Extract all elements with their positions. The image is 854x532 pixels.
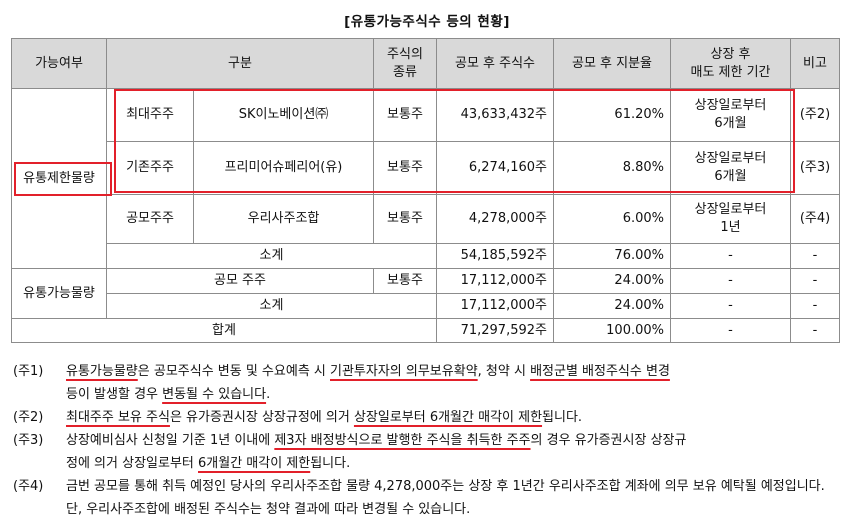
row-holder: 공모 주주 <box>106 268 374 294</box>
row-shares: 6,274,160주 <box>436 141 554 195</box>
row-shares: 43,633,432주 <box>436 88 554 142</box>
table-row: 기존주주 프리미어슈페리어(유) 보통주 6,274,160주 8.80% 상장… <box>12 141 840 195</box>
underlined-text: 상장일로부터 6개월간 매각이 제한 <box>353 410 543 425</box>
row-share-type: 보통주 <box>373 194 437 244</box>
row-ratio: 8.80% <box>553 141 671 195</box>
table-row: 유통가능물량 공모 주주 보통주 17,112,000주 24.00% - - <box>11 268 840 319</box>
subtotal-ratio: 24.00% <box>553 293 671 319</box>
note-text: 정에 의거 상장일로부터 <box>66 456 198 471</box>
note-text: 등이 발생할 경우 <box>66 387 163 402</box>
row-ratio: 61.20% <box>553 88 671 142</box>
header-category: 구분 <box>106 38 374 89</box>
row-category: 최대주주 <box>106 88 194 142</box>
footnote-1: (주1) 유통가능물량은 공모주식수 변동 및 수요예측 시 기관투자자의 의무… <box>13 360 843 406</box>
row-note: (주4) <box>790 194 840 244</box>
underlined-text: 제3자 배정방식으로 발행한 주식을 취득한 주주 <box>274 433 531 448</box>
underlined-text: 유통가능물량 <box>66 364 138 379</box>
note-text: 의 경우 유가증권시장 상장규 <box>530 433 687 448</box>
row-shares: 17,112,000주 <box>436 268 554 294</box>
row-holder: SK이노베이션㈜ <box>193 88 374 142</box>
underlined-text: 6개월간 매각이 제한 <box>198 456 311 471</box>
row-period: 상장일로부터 6개월 <box>670 141 791 195</box>
total-note: - <box>790 318 840 343</box>
note-text: . <box>266 387 271 402</box>
header-shares-after: 공모 후 주식수 <box>436 38 554 89</box>
subtotal-ratio: 76.00% <box>553 243 671 269</box>
row-ratio: 6.00% <box>553 194 671 244</box>
note-text: 은 유가증권시장 상장규정에 의거 <box>169 410 354 425</box>
underlined-text: 기관투자자의 의무보유확약 <box>330 364 478 379</box>
total-shares: 71,297,592주 <box>436 318 554 343</box>
row-holder: 우리사주조합 <box>193 194 374 244</box>
row-category: 공모주주 <box>106 194 194 244</box>
table-row: 공모주주 우리사주조합 보통주 4,278,000주 6.00% 상장일로부터 … <box>12 194 840 244</box>
subtotal-note: - <box>790 243 840 269</box>
note-text: 됩니다. <box>310 456 351 471</box>
subtotal-period: - <box>670 293 791 319</box>
row-share-type: 보통주 <box>373 141 437 195</box>
row-period: - <box>670 268 791 294</box>
row-share-type: 보통주 <box>373 88 437 142</box>
row-shares: 4,278,000주 <box>436 194 554 244</box>
table-row: 소계 17,112,000주 24.00% - - <box>12 293 840 319</box>
subtotal-label: 소계 <box>106 293 437 319</box>
row-note: (주3) <box>790 141 840 195</box>
row-share-type: 보통주 <box>373 268 437 294</box>
row-note: - <box>790 268 840 294</box>
subtotal-shares: 54,185,592주 <box>436 243 554 269</box>
total-label: 합계 <box>11 318 437 343</box>
table-row: 소계 54,185,592주 76.00% - - <box>12 243 840 269</box>
footnote-4: (주4) 금번 공모를 통해 취득 예정인 당사의 우리사주조합 물량 4,27… <box>13 475 843 521</box>
tradable-label: 유통가능물량 <box>11 268 107 319</box>
table-row: 합계 71,297,592주 100.00% - - <box>11 318 840 343</box>
header-availability: 가능여부 <box>11 38 107 89</box>
underlined-text: 변동될 수 있습니다 <box>162 387 267 402</box>
note-text: 금번 공모를 통해 취득 예정인 당사의 우리사주조합 물량 4,278,000… <box>66 479 825 517</box>
total-ratio: 100.00% <box>553 318 671 343</box>
header-share-type: 주식의 종류 <box>373 38 437 89</box>
footnote-label: (주2) <box>13 410 44 425</box>
note-text: , 청약 시 <box>477 364 531 379</box>
total-period: - <box>670 318 791 343</box>
footnote-label: (주4) <box>13 479 44 494</box>
header-remarks: 비고 <box>790 38 840 89</box>
footnotes: (주1) 유통가능물량은 공모주식수 변동 및 수요예측 시 기관투자자의 의무… <box>13 360 843 521</box>
underlined-text: 배정군별 배정주식수 변경 <box>530 364 670 379</box>
header-ratio-after: 공모 후 지분율 <box>553 38 671 89</box>
subtotal-label: 소계 <box>106 243 437 269</box>
row-holder: 프리미어슈페리어(유) <box>193 141 374 195</box>
footnote-3: (주3) 상장예비심사 신청일 기준 1년 이내에 제3자 배정방식으로 발행한… <box>13 429 843 475</box>
subtotal-period: - <box>670 243 791 269</box>
subtotal-note: - <box>790 293 840 319</box>
note-text: 상장예비심사 신청일 기준 1년 이내에 <box>66 433 275 448</box>
note-text: 됩니다. <box>542 410 583 425</box>
footnote-2: (주2) 최대주주 보유 주식은 유가증권시장 상장규정에 의거 상장일로부터 … <box>13 406 843 429</box>
document-title: [유통가능주식수 등의 현황] <box>344 14 510 30</box>
tradable-shares-table: 가능여부 구분 주식의 종류 공모 후 주식수 공모 후 지분율 상장 후 매도… <box>11 38 840 343</box>
row-category: 기존주주 <box>106 141 194 195</box>
footnote-label: (주3) <box>13 433 44 448</box>
note-text: 은 공모주식수 변동 및 수요예측 시 <box>137 364 330 379</box>
table-row: 유통제한물량 최대주주 SK이노베이션㈜ 보통주 43,633,432주 61.… <box>11 88 840 269</box>
row-period: 상장일로부터 1년 <box>670 194 791 244</box>
subtotal-shares: 17,112,000주 <box>436 293 554 319</box>
row-note: (주2) <box>790 88 840 142</box>
header-lockup-period: 상장 후 매도 제한 기간 <box>670 38 791 89</box>
underlined-text: 최대주주 보유 주식 <box>66 410 170 425</box>
restricted-label: 유통제한물량 <box>11 88 107 269</box>
row-period: 상장일로부터 6개월 <box>670 88 791 142</box>
row-ratio: 24.00% <box>553 268 671 294</box>
footnote-label: (주1) <box>13 364 44 379</box>
